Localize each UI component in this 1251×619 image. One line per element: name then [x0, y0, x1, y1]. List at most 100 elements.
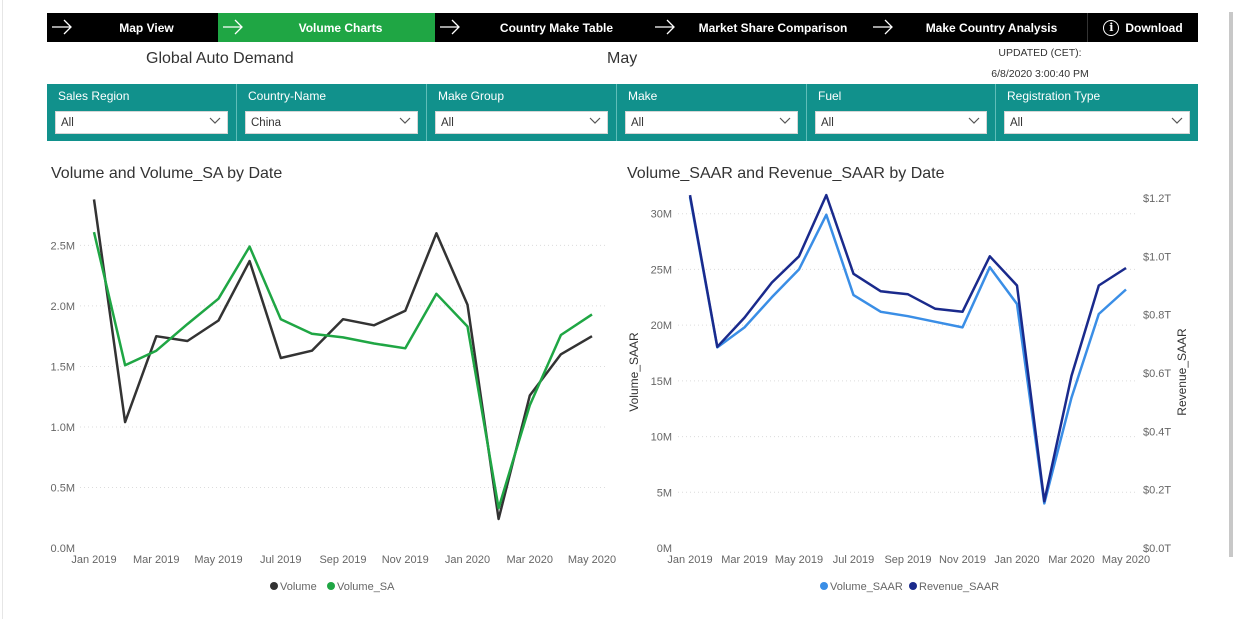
sales-region-dropdown[interactable]: All — [55, 111, 228, 134]
country-name-dropdown[interactable]: China — [245, 111, 418, 134]
y2-tick-label: $0.2T — [1143, 485, 1171, 497]
x-tick-label: Jan 2019 — [71, 554, 116, 566]
legend-label: Volume_SAAR — [830, 581, 903, 593]
series-line-volume-saar — [688, 196, 1127, 505]
series-line-volume-sa — [92, 231, 593, 510]
download-label: Download — [1125, 20, 1183, 35]
filter-sales-region: Sales Region All — [47, 84, 237, 141]
frame-border — [2, 0, 3, 619]
tab-volume-charts[interactable]: Volume Charts — [218, 13, 435, 42]
make-group-dropdown[interactable]: All — [435, 111, 608, 134]
x-tick-label: May 2019 — [194, 554, 242, 566]
y-tick-label: 15M — [651, 376, 672, 388]
vertical-scrollbar[interactable] — [1229, 12, 1233, 557]
filter-fuel: Fuel All — [807, 84, 996, 141]
arrow-right-icon — [655, 19, 675, 35]
filter-label: Registration Type — [1007, 89, 1101, 103]
legend-label: Revenue_SAAR — [919, 581, 999, 593]
filter-bar: Sales Region All Country-Name China Make… — [47, 84, 1198, 141]
x-tick-label: Mar 2020 — [507, 554, 553, 566]
filter-label: Fuel — [818, 89, 842, 103]
chevron-down-icon — [399, 117, 411, 124]
y-axis-title: Volume_SAAR — [627, 332, 641, 412]
tab-market-share-comparison[interactable]: Market Share Comparison — [650, 13, 868, 42]
x-tick-label: Jul 2019 — [260, 554, 302, 566]
filter-label: Make — [628, 89, 658, 103]
filter-registration-type: Registration Type All — [996, 84, 1198, 141]
y-tick-label: 0.5M — [51, 482, 75, 494]
y-tick-label: 25M — [651, 264, 672, 276]
legend-marker — [327, 582, 335, 590]
y2-tick-label: $1.2T — [1143, 193, 1171, 205]
x-tick-label: Mar 2020 — [1048, 554, 1094, 566]
x-tick-label: Nov 2019 — [939, 554, 986, 566]
y-tick-label: 30M — [651, 209, 672, 221]
legend-label: Volume_SA — [337, 581, 395, 593]
y-tick-label: 20M — [651, 320, 672, 332]
registration-type-dropdown[interactable]: All — [1004, 111, 1190, 134]
x-tick-label: Jan 2020 — [445, 554, 490, 566]
fuel-dropdown[interactable]: All — [815, 111, 987, 134]
y2-tick-label: $0.0T — [1143, 543, 1171, 555]
filter-label: Sales Region — [58, 89, 130, 103]
legend-marker — [270, 582, 278, 590]
x-tick-label: May 2019 — [775, 554, 823, 566]
dropdown-value: All — [631, 117, 644, 129]
y-tick-label: 1.0M — [51, 422, 75, 434]
updated-timestamp: UPDATED (CET): 6/8/2020 3:00:40 PM — [990, 43, 1090, 85]
filter-country-name: Country-Name China — [237, 84, 427, 141]
selected-month: May — [607, 50, 638, 67]
y2-tick-label: $0.8T — [1143, 310, 1171, 322]
y-tick-label: 0.0M — [51, 543, 75, 555]
series-line-revenue-saar — [688, 193, 1127, 503]
chart1-title: Volume and Volume_SA by Date — [51, 165, 283, 182]
info-icon: i — [1103, 19, 1120, 36]
tab-label: Volume Charts — [298, 20, 383, 35]
x-tick-label: May 2020 — [1102, 554, 1150, 566]
x-tick-label: Mar 2019 — [133, 554, 179, 566]
filter-make-group: Make Group All — [427, 84, 617, 141]
report-title: Global Auto Demand — [146, 50, 294, 67]
tab-label: Make Country Analysis — [925, 20, 1058, 35]
y2-tick-label: $0.6T — [1143, 368, 1171, 380]
arrow-right-icon — [873, 19, 893, 35]
chevron-down-icon — [779, 117, 791, 124]
x-tick-label: Jul 2019 — [833, 554, 875, 566]
x-tick-label: Sep 2019 — [319, 554, 366, 566]
chevron-down-icon — [968, 117, 980, 124]
tab-map-view[interactable]: Map View — [47, 13, 218, 42]
updated-label: UPDATED (CET): — [998, 47, 1082, 59]
updated-value: 6/8/2020 3:00:40 PM — [991, 68, 1089, 80]
y2-axis-title: Revenue_SAAR — [1175, 328, 1189, 416]
tab-label: Map View — [119, 20, 174, 35]
arrow-right-icon — [440, 19, 460, 35]
chevron-down-icon — [1171, 117, 1183, 124]
x-tick-label: Nov 2019 — [382, 554, 429, 566]
y-tick-label: 0M — [657, 543, 672, 555]
x-tick-label: Mar 2019 — [721, 554, 767, 566]
legend-marker — [820, 582, 828, 590]
tab-label: Country Make Table — [499, 20, 614, 35]
arrow-right-icon — [223, 19, 243, 35]
x-tick-label: Sep 2019 — [884, 554, 931, 566]
chart2-title: Volume_SAAR and Revenue_SAAR by Date — [627, 165, 945, 182]
y2-tick-label: $0.4T — [1143, 426, 1171, 438]
x-tick-label: May 2020 — [568, 554, 616, 566]
y-tick-label: 5M — [657, 487, 672, 499]
report-nav-bar: Map View Volume Charts Country Make Tabl… — [47, 13, 1198, 42]
dropdown-value: China — [251, 117, 282, 129]
y-tick-label: 2.0M — [51, 301, 75, 313]
make-dropdown[interactable]: All — [625, 111, 798, 134]
dropdown-value: All — [441, 117, 454, 129]
tab-make-country-analysis[interactable]: Make Country Analysis — [868, 13, 1087, 42]
arrow-right-icon — [52, 19, 72, 35]
legend-label: Volume — [280, 581, 317, 593]
tab-country-make-table[interactable]: Country Make Table — [435, 13, 650, 42]
filter-make: Make All — [617, 84, 807, 141]
series-line-volume — [92, 199, 593, 521]
download-button[interactable]: i Download — [1087, 13, 1198, 42]
chevron-down-icon — [209, 117, 221, 124]
filter-label: Country-Name — [248, 89, 327, 103]
dropdown-value: All — [1010, 117, 1023, 129]
filter-label: Make Group — [438, 89, 505, 103]
